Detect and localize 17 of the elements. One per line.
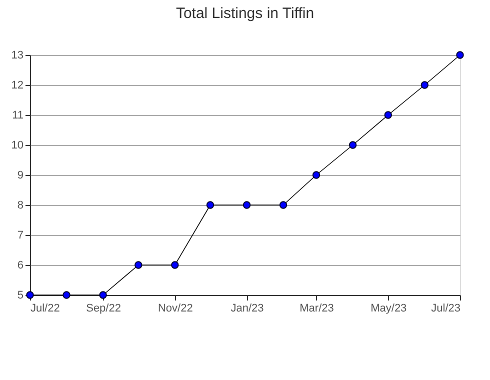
- x-tick-label: Sep/22: [86, 302, 121, 314]
- x-tick-label: Mar/23: [300, 302, 334, 314]
- y-tick-label: 10: [11, 140, 24, 152]
- x-tick-label: May/23: [370, 302, 407, 314]
- y-tick-label: 11: [12, 110, 24, 122]
- y-tick-label: 12: [11, 80, 24, 92]
- y-tick-label: 9: [17, 170, 24, 182]
- y-tick-label: 5: [17, 290, 24, 302]
- y-tick-label: 6: [17, 260, 24, 272]
- x-tick-label: Jul/22: [30, 302, 60, 314]
- chart-title: Total Listings in Tiffin: [176, 5, 314, 22]
- x-tick-label: Jan/23: [230, 302, 264, 314]
- x-tick-label: Nov/22: [158, 302, 193, 314]
- x-tick-label: Jul/23: [431, 302, 460, 314]
- y-tick-label: 7: [17, 230, 24, 242]
- y-tick-label: 13: [11, 50, 24, 62]
- y-tick-label: 8: [17, 200, 24, 212]
